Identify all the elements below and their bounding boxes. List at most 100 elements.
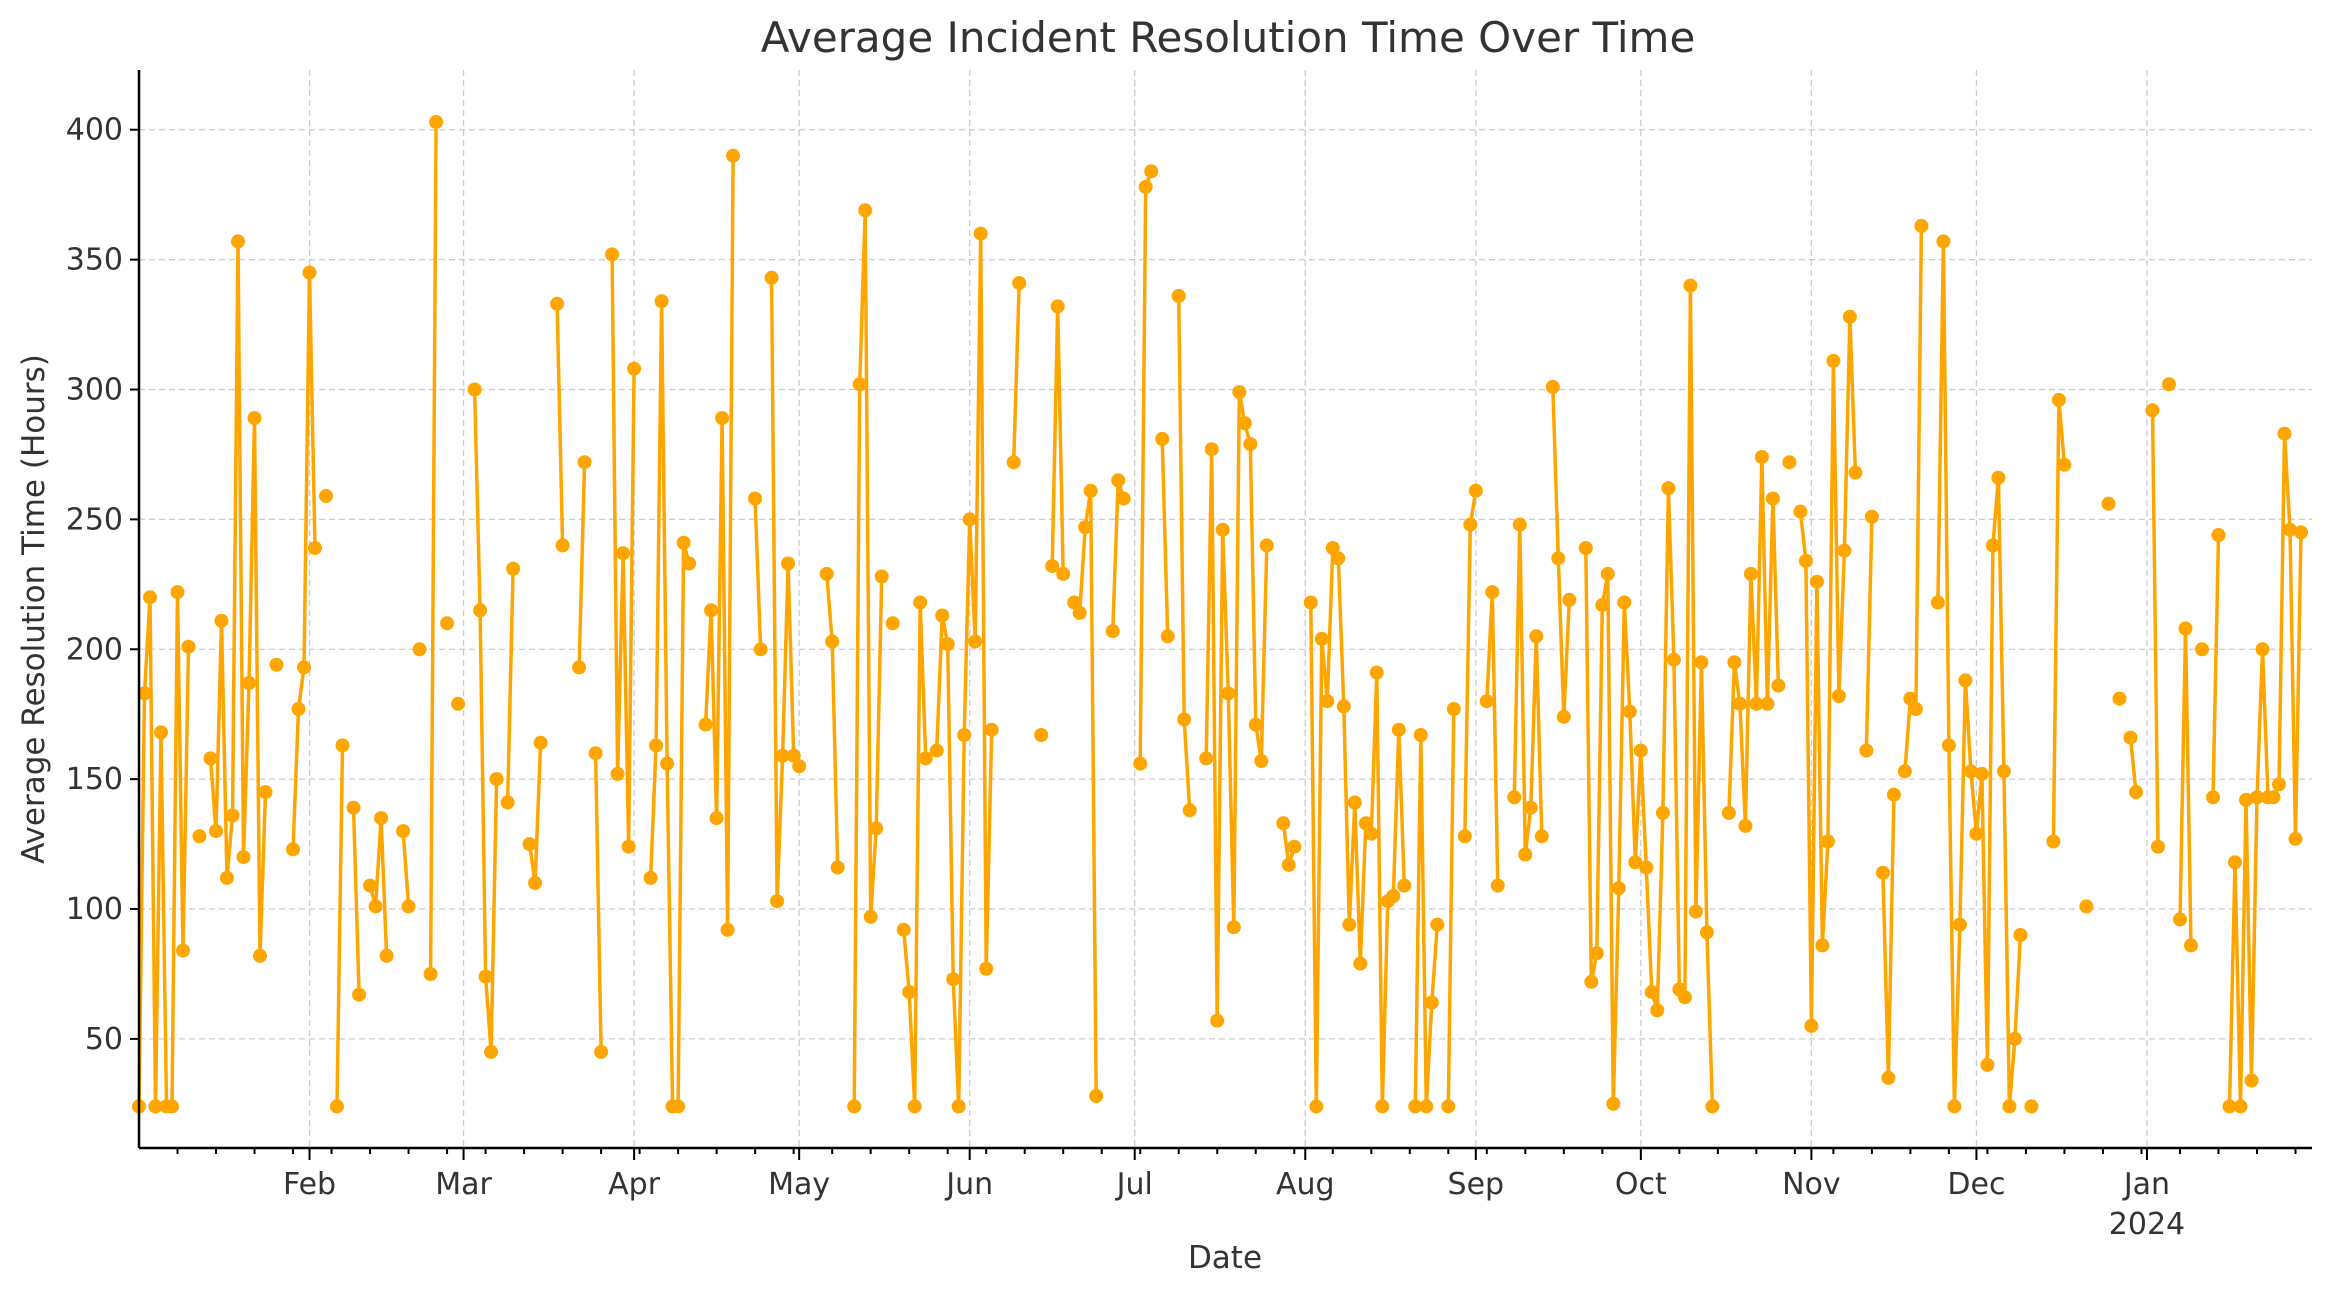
data-point xyxy=(1897,764,1912,779)
data-point xyxy=(1809,574,1824,589)
data-point xyxy=(1875,865,1890,880)
data-point xyxy=(1749,696,1764,711)
x-tick-label: Feb xyxy=(283,1167,336,1202)
data-point xyxy=(302,265,317,280)
y-tick-label: 200 xyxy=(66,632,123,667)
data-point xyxy=(1666,652,1681,667)
data-point xyxy=(1391,722,1406,737)
data-point xyxy=(1133,756,1148,771)
x-axis-ticks: Feb Mar Apr May Jun Jul Aug Sep Oct Nov Dec Jan 2024 xyxy=(176,1148,2297,1242)
data-point xyxy=(1446,702,1461,716)
data-point xyxy=(621,839,636,854)
data-point xyxy=(154,725,168,740)
data-point xyxy=(1738,818,1753,833)
data-point xyxy=(1353,956,1368,971)
data-point xyxy=(1842,309,1857,324)
data-point xyxy=(1584,974,1599,989)
data-point xyxy=(902,985,917,1000)
data-point xyxy=(1116,491,1131,506)
data-point xyxy=(2129,785,2143,800)
data-point xyxy=(319,489,333,503)
y-tick-label: 250 xyxy=(66,502,123,537)
data-point xyxy=(572,660,587,675)
data-point xyxy=(1457,829,1472,844)
data-point xyxy=(616,546,631,561)
data-point xyxy=(1375,1099,1390,1114)
data-point xyxy=(2057,457,2072,472)
series-segment xyxy=(2128,737,2138,793)
data-point xyxy=(368,899,383,914)
series-segment xyxy=(593,753,603,1052)
data-point xyxy=(1078,520,1093,535)
chart-title: Average Incident Resolution Time Over Ti… xyxy=(761,13,1696,62)
data-point xyxy=(1518,847,1533,862)
data-point xyxy=(863,909,878,924)
data-point xyxy=(148,1099,163,1114)
data-point xyxy=(1342,917,1357,932)
data-point xyxy=(225,808,240,823)
data-point xyxy=(2184,938,2198,953)
series-segment xyxy=(577,462,587,668)
data-point xyxy=(1826,353,1841,368)
data-point xyxy=(253,948,267,963)
series-segment xyxy=(769,277,801,903)
data-point xyxy=(1072,605,1087,620)
data-point xyxy=(984,722,999,737)
data-point xyxy=(1012,276,1027,290)
data-point xyxy=(1237,416,1252,431)
data-point xyxy=(2195,642,2209,657)
x-axis-label: Date xyxy=(1188,1240,1262,1276)
data-point xyxy=(1155,431,1170,446)
data-point xyxy=(698,717,713,732)
data-point xyxy=(330,1099,344,1114)
series-segment xyxy=(1936,239,2023,1109)
data-point xyxy=(2101,496,2116,511)
data-point xyxy=(1644,985,1659,1000)
series-segment xyxy=(1160,438,1170,637)
data-point xyxy=(220,870,234,885)
data-point xyxy=(1325,541,1340,555)
data-point xyxy=(473,603,488,618)
data-point xyxy=(352,987,367,1002)
data-point xyxy=(2002,1099,2017,1114)
data-point xyxy=(973,226,988,241)
data-point xyxy=(478,969,493,984)
data-point xyxy=(379,948,394,963)
data-point xyxy=(1551,551,1566,566)
y-axis-ticks: 50 100 150 200 250 300 350 400 xyxy=(66,113,139,1057)
data-point xyxy=(968,634,983,649)
data-point xyxy=(682,556,697,571)
series-segment xyxy=(1727,455,1781,828)
data-point xyxy=(1221,686,1236,701)
data-point xyxy=(1089,1089,1104,1103)
data-point xyxy=(825,634,840,649)
data-point xyxy=(1545,379,1560,394)
series-segment xyxy=(1011,282,1021,463)
series-segment xyxy=(1881,794,1896,1080)
data-point xyxy=(1996,764,2011,779)
data-point xyxy=(1941,738,1956,753)
data-point xyxy=(2250,790,2264,805)
data-point xyxy=(1606,1096,1621,1111)
data-point xyxy=(1820,834,1835,849)
data-point xyxy=(1523,800,1538,815)
data-point xyxy=(2272,777,2286,792)
y-tick-label: 300 xyxy=(66,373,123,408)
x-tick-label: Jan xyxy=(2122,1167,2170,1202)
data-point xyxy=(192,829,207,844)
data-point xyxy=(1578,541,1593,555)
data-point xyxy=(940,637,955,652)
data-point xyxy=(830,860,845,875)
data-point xyxy=(2283,522,2297,537)
data-point xyxy=(594,1044,609,1059)
data-point xyxy=(2079,899,2094,914)
data-point xyxy=(660,756,675,771)
data-point xyxy=(858,203,873,218)
x-tick-label: Nov xyxy=(1782,1167,1841,1202)
data-point xyxy=(1369,665,1384,680)
data-point xyxy=(1991,470,2006,485)
data-point xyxy=(1699,925,1714,940)
data-point xyxy=(1930,595,1945,610)
data-point xyxy=(1226,920,1241,935)
data-point xyxy=(1683,278,1698,293)
